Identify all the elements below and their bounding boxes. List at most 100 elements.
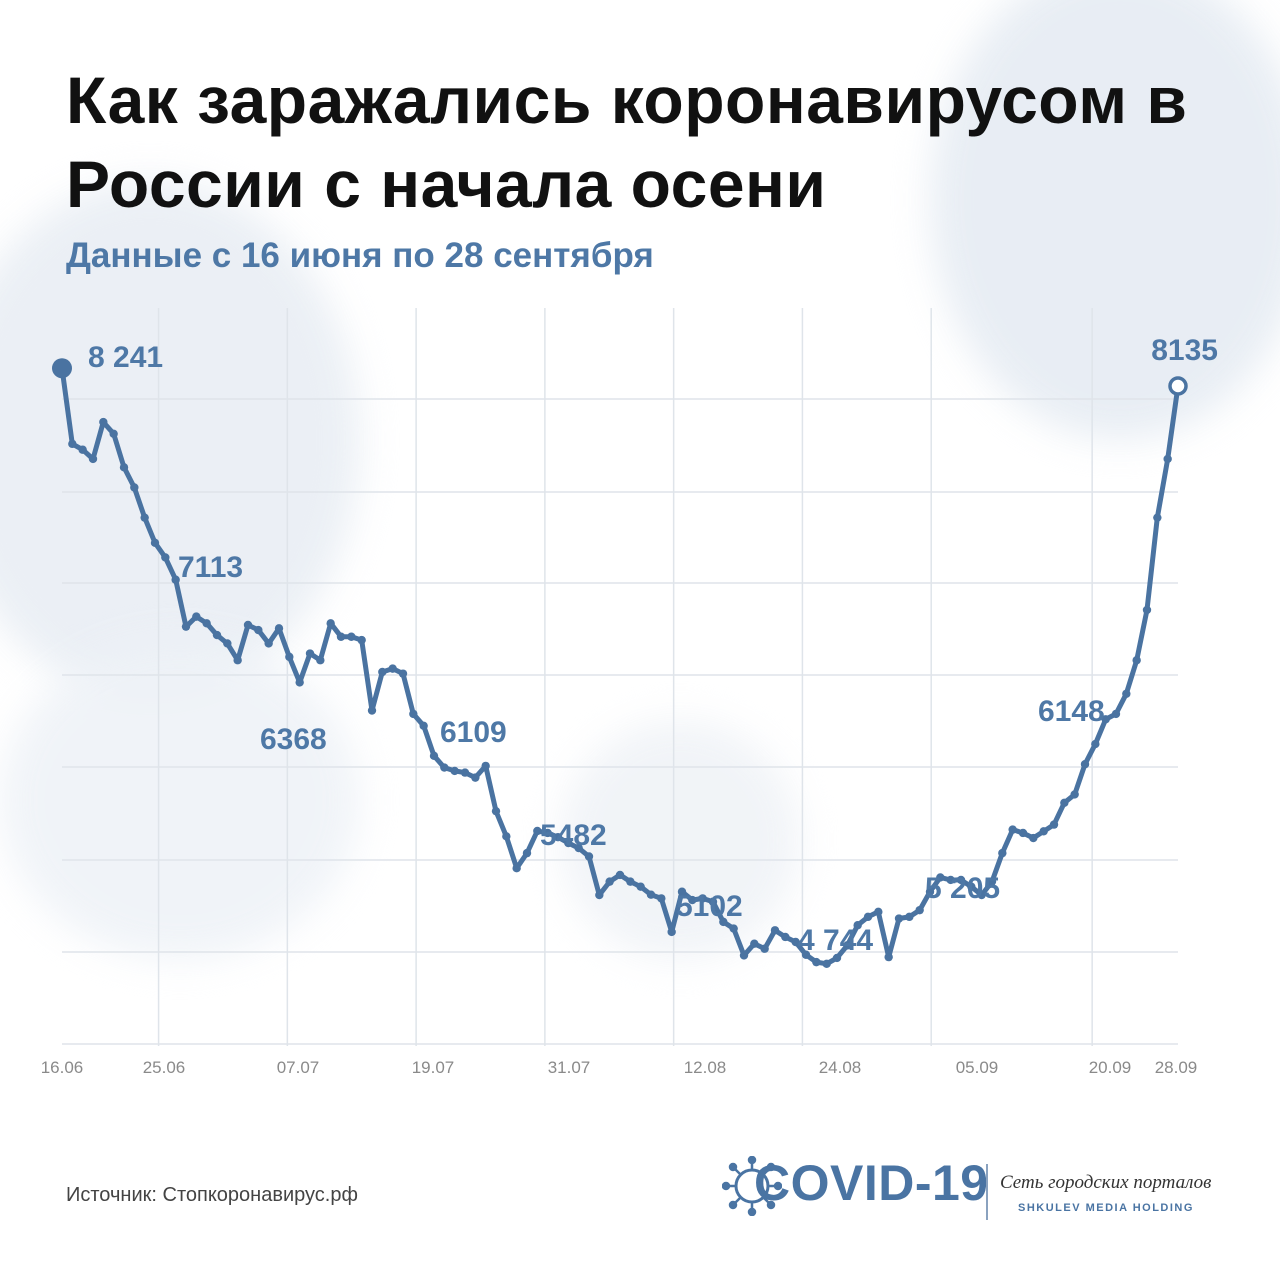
- x-tick-label: 05.09: [956, 1058, 999, 1077]
- data-point: [1101, 715, 1110, 724]
- data-point: [1142, 605, 1152, 615]
- data-point: [533, 826, 542, 836]
- annotation-label: 8135: [1151, 334, 1218, 367]
- data-point: [894, 914, 904, 923]
- data-point: [347, 632, 356, 641]
- annotation-label: 5102: [676, 890, 743, 923]
- data-point: [812, 957, 821, 967]
- data-point: [801, 950, 811, 959]
- data-point: [698, 894, 707, 903]
- page-subtitle: Данные с 16 июня по 28 сентября: [66, 236, 654, 275]
- data-point: [770, 926, 780, 935]
- data-point: [657, 894, 666, 903]
- x-tick-label: 19.07: [412, 1058, 455, 1077]
- source-note: Источник: Стопкоронавирус.рф: [66, 1184, 358, 1206]
- data-point: [1049, 820, 1059, 829]
- chart-series: [52, 358, 1188, 969]
- data-point: [1111, 709, 1121, 719]
- data-point: [119, 463, 129, 472]
- data-point: [295, 678, 304, 687]
- logo-network-text: Сеть городских порталов: [1000, 1172, 1212, 1193]
- data-point: [264, 639, 273, 648]
- data-point: [667, 927, 676, 937]
- data-point: [68, 439, 77, 449]
- data-point: [223, 639, 232, 648]
- data-point: [78, 445, 87, 454]
- x-tick-label: 31.07: [548, 1058, 591, 1077]
- data-point-start: [52, 358, 72, 379]
- data-point: [853, 921, 862, 930]
- data-point: [161, 553, 170, 562]
- data-point: [192, 612, 201, 621]
- logo-divider: [986, 1164, 988, 1220]
- data-point: [274, 624, 284, 633]
- data-point: [719, 917, 728, 927]
- data-point: [471, 773, 480, 782]
- annotation-label: 5482: [540, 819, 607, 852]
- data-point: [419, 721, 428, 731]
- data-point: [956, 875, 966, 885]
- data-point: [832, 953, 842, 963]
- data-point: [584, 852, 594, 861]
- data-point: [636, 882, 645, 891]
- data-point: [874, 907, 883, 917]
- data-point: [336, 632, 346, 641]
- data-point: [171, 575, 180, 584]
- data-point: [750, 939, 759, 948]
- data-point: [781, 932, 790, 942]
- data-point: [1091, 739, 1100, 749]
- x-tick-label: 20.09: [1089, 1058, 1132, 1077]
- data-point: [729, 924, 738, 933]
- data-point: [884, 952, 893, 962]
- data-point: [1070, 790, 1079, 799]
- x-tick-label: 07.07: [277, 1058, 320, 1077]
- data-point: [564, 838, 573, 848]
- logo-holding-text: SHKULEV MEDIA HOLDING: [1018, 1202, 1194, 1214]
- data-point: [243, 620, 253, 630]
- chart-grid: [62, 308, 1178, 1046]
- data-point: [233, 656, 242, 665]
- data-point: [285, 652, 294, 662]
- x-tick-label: 24.08: [819, 1058, 862, 1077]
- data-point: [522, 848, 532, 858]
- data-point: [1060, 798, 1069, 807]
- x-tick-label: 28.09: [1155, 1058, 1198, 1077]
- logo-main-text: COVID-19: [754, 1155, 989, 1211]
- annotation-label: 6148: [1038, 695, 1105, 728]
- annotation-label: 5 205: [925, 872, 1000, 905]
- data-point: [429, 751, 439, 761]
- data-point: [88, 454, 98, 464]
- data-point: [109, 429, 118, 438]
- data-point: [1039, 827, 1048, 836]
- data-point: [181, 622, 191, 631]
- data-point: [481, 761, 490, 771]
- data-point: [99, 417, 108, 427]
- annotation-label: 6109: [440, 716, 507, 749]
- annotation-label: 8 241: [88, 341, 163, 374]
- annotation-label: 6368: [260, 723, 327, 756]
- data-point: [905, 912, 914, 922]
- data-point: [202, 619, 211, 628]
- data-point: [254, 625, 263, 635]
- data-point-end: [1168, 376, 1188, 396]
- data-point: [1018, 828, 1028, 838]
- data-point: [967, 882, 976, 891]
- data-point: [615, 870, 625, 880]
- data-point: [460, 768, 470, 777]
- data-point: [595, 890, 604, 900]
- data-point: [450, 766, 459, 776]
- data-point: [998, 848, 1007, 858]
- data-point: [708, 897, 718, 906]
- data-point: [987, 877, 997, 886]
- data-point: [822, 959, 831, 969]
- data-point: [1132, 656, 1141, 665]
- data-point: [925, 887, 935, 896]
- background-virus-cloud: [0, 180, 360, 700]
- data-point: [688, 895, 697, 905]
- data-point: [936, 873, 945, 882]
- annotation-label: 4 744: [798, 924, 873, 957]
- data-point: [398, 669, 408, 678]
- covid19-logo: COVID-19 Сеть городских порталов SHKULEV…: [722, 1150, 1222, 1230]
- data-point: [388, 664, 397, 673]
